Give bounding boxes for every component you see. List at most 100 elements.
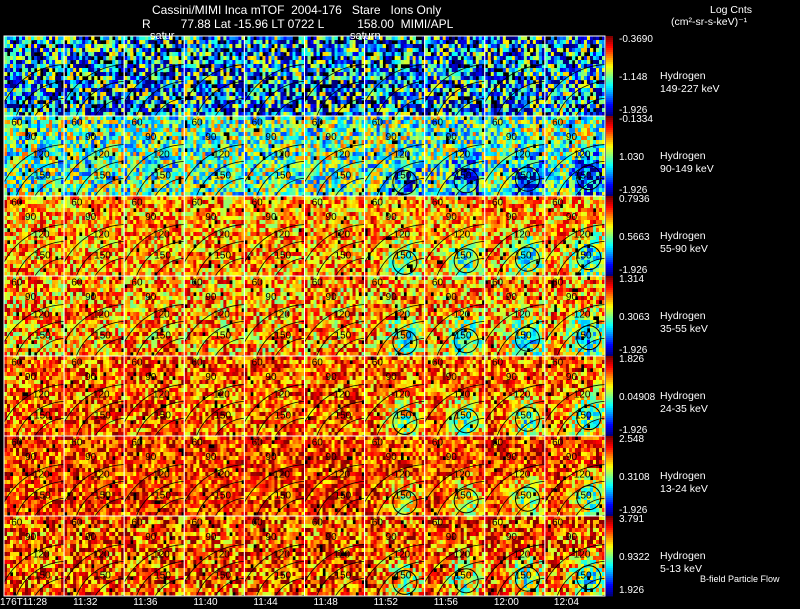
contour-label: 90: [145, 132, 157, 143]
colorbar: [606, 36, 613, 117]
contour-label: 60: [492, 278, 504, 289]
contour-label: 60: [432, 118, 444, 129]
energy-label: 90-149 keV: [660, 163, 714, 176]
contour-label: 120: [393, 470, 410, 481]
contour-label: 120: [93, 150, 110, 161]
contour-label: 60: [252, 358, 264, 369]
contour-label: 120: [574, 230, 591, 241]
contour-label: 150: [575, 570, 592, 581]
contour-label: 120: [33, 550, 50, 561]
contour-label: 90: [205, 452, 217, 463]
contour-label: 90: [386, 372, 398, 383]
contour-label: 90: [566, 292, 578, 303]
contour-label: 90: [386, 452, 398, 463]
contour-label: 90: [205, 292, 217, 303]
contour-label: 150: [575, 330, 592, 341]
contour-label: 90: [446, 132, 458, 143]
contour-label: 150: [94, 330, 111, 341]
contour-label: 120: [273, 230, 290, 241]
contour-label: 90: [265, 532, 277, 543]
time-label: 11:32: [73, 597, 97, 608]
contour-label: 120: [454, 550, 471, 561]
contour-label: 150: [34, 570, 51, 581]
contour-label: 150: [455, 410, 472, 421]
contour-label: 150: [335, 250, 352, 261]
contour-label: 120: [393, 310, 410, 321]
chart-title: Cassini/MIMI Inca mTOF 2004-176 Stare Io…: [152, 4, 441, 17]
contour-label: 120: [514, 150, 531, 161]
contour-label: 150: [34, 490, 51, 501]
contour-label: 120: [33, 150, 50, 161]
contour-label: 90: [326, 452, 338, 463]
contour-label: 120: [454, 310, 471, 321]
contour-label: 60: [432, 518, 444, 529]
contour-label: 150: [575, 170, 592, 181]
colorbar-mid: 0.3063: [619, 312, 650, 323]
contour-label: 120: [33, 470, 50, 481]
contour-label: 60: [372, 518, 384, 529]
energy-label: 24-35 keV: [660, 403, 708, 416]
contour-label: 150: [395, 250, 412, 261]
contour-label: 150: [575, 410, 592, 421]
contour-label: 150: [575, 490, 592, 501]
contour-label: 120: [93, 470, 110, 481]
contour-label: 150: [34, 170, 51, 181]
units-label: (cm²-sr-s-keV)⁻¹: [671, 16, 747, 29]
contour-label: 120: [393, 230, 410, 241]
contour-label: 90: [326, 292, 338, 303]
contour-label: 60: [312, 118, 324, 129]
contour-label: 120: [514, 230, 531, 241]
contour-label: 60: [11, 278, 23, 289]
colorbar-min: -1.926: [619, 505, 647, 516]
colorbar-mid: 0.3108: [619, 472, 650, 483]
contour-label: 60: [372, 438, 384, 449]
contour-label: 150: [455, 330, 472, 341]
colorbar: [606, 436, 613, 517]
contour-label: 150: [515, 410, 532, 421]
contour-label: 90: [145, 372, 157, 383]
contour-label: 120: [33, 310, 50, 321]
contour-label: 120: [273, 550, 290, 561]
time-label: 176T11:28: [0, 597, 47, 608]
contour-label: 60: [131, 198, 143, 209]
contour-label: 60: [492, 438, 504, 449]
contour-label: 60: [552, 358, 564, 369]
energy-label: 13-24 keV: [660, 483, 708, 496]
contour-label: 120: [333, 470, 350, 481]
energy-label: 149-227 keV: [660, 83, 720, 96]
contour-label: 60: [11, 518, 23, 529]
contour-label: 60: [372, 118, 384, 129]
contour-label: 60: [552, 118, 564, 129]
contour-label: 120: [273, 310, 290, 321]
contour-label: 120: [213, 550, 230, 561]
contour-label: 150: [455, 570, 472, 581]
contour-label: 90: [326, 212, 338, 223]
contour-label: 90: [566, 452, 578, 463]
contour-label: 60: [312, 198, 324, 209]
colorbar-min: -1.926: [619, 265, 647, 276]
contour-label: 60: [252, 198, 264, 209]
contour-label: 90: [145, 532, 157, 543]
contour-label: 150: [395, 330, 412, 341]
contour-label: 90: [386, 532, 398, 543]
time-label: 11:44: [253, 597, 277, 608]
contour-label: 90: [145, 292, 157, 303]
colorbar-min: -1.926: [619, 425, 647, 436]
contour-label: 90: [506, 372, 518, 383]
contour-label: 150: [154, 330, 171, 341]
contour-label: 90: [506, 532, 518, 543]
contour-label: 120: [93, 230, 110, 241]
contour-label: 150: [154, 170, 171, 181]
contour-label: 90: [205, 372, 217, 383]
contour-label: 150: [455, 170, 472, 181]
contour-label: 120: [333, 310, 350, 321]
